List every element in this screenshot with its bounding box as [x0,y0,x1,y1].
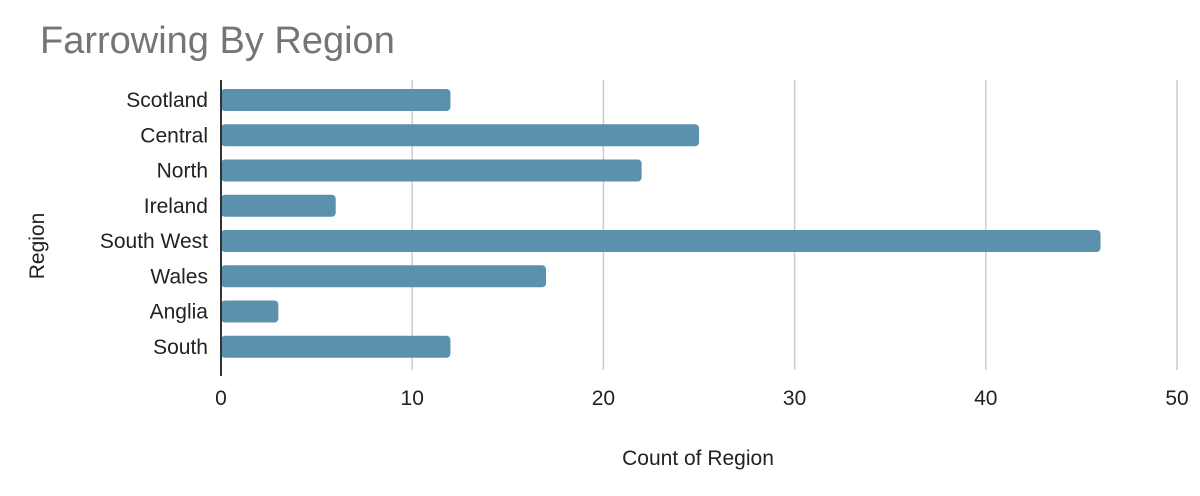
bar-anglia [221,300,279,323]
bar-wales [221,265,547,288]
y-tick-label: Wales [150,265,208,288]
x-tick-label: 0 [215,387,227,410]
bar-north [221,159,642,182]
y-tick-label: Scotland [126,89,208,112]
y-tick-label: South West [100,230,208,253]
y-tick-label: Ireland [144,195,208,218]
x-tick-label: 50 [1165,387,1188,410]
x-tick-label: 40 [974,387,997,410]
x-tick-label: 30 [783,387,806,410]
bar-ireland [221,194,336,217]
gridlines [411,80,1178,370]
bar-central [221,124,699,147]
x-tick-label: 20 [592,387,615,410]
y-tick-label: North [157,160,208,183]
y-tick-label: Central [140,124,208,147]
y-tick-label: South [153,336,208,359]
bar-south [221,335,451,358]
bars [221,89,1101,358]
x-tick-label: 10 [401,387,424,410]
y-tick-label: Anglia [150,301,209,324]
bar-south-west [221,230,1101,252]
chart-title: Farrowing By Region [40,20,395,62]
x-axis-title: Count of Region [622,447,774,470]
bar-scotland [221,89,451,111]
tick-labels: 0 10 20 30 40 50 Scotland Central North Ireland So… [100,89,1189,410]
y-axis-title: Region [26,213,49,280]
